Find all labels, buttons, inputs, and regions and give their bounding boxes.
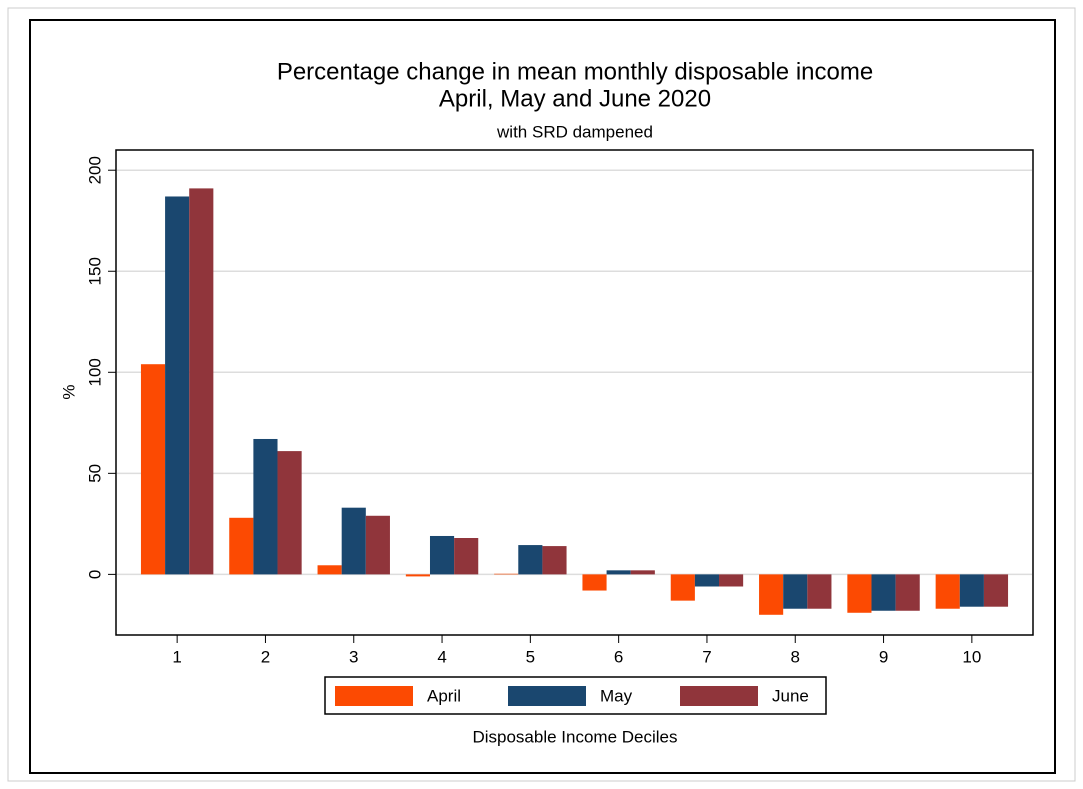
bar (189, 188, 214, 575)
y-tick-label: 200 (85, 156, 104, 184)
bar (405, 574, 430, 577)
bar (759, 574, 784, 615)
bar (895, 574, 920, 611)
bar (365, 515, 390, 575)
bar (341, 507, 366, 575)
bar (518, 545, 543, 575)
bar (783, 574, 808, 609)
bar (847, 574, 872, 613)
x-tick-label: 2 (261, 647, 270, 666)
x-tick-label: 3 (349, 647, 358, 666)
bar (317, 565, 342, 575)
bar (429, 535, 455, 575)
legend-label: April (427, 686, 461, 705)
x-tick-label: 10 (962, 647, 981, 666)
x-tick-label: 5 (526, 647, 535, 666)
y-tick-label: 50 (85, 464, 104, 483)
x-tick-label: 1 (172, 647, 181, 666)
x-tick-label: 4 (437, 647, 446, 666)
bar (719, 574, 744, 587)
legend-swatch (335, 686, 413, 706)
legend-swatch (680, 686, 758, 706)
x-tick-label: 7 (702, 647, 711, 666)
bar (542, 546, 567, 575)
bar (807, 574, 832, 609)
bar (454, 538, 479, 575)
y-tick-label: 150 (85, 257, 104, 285)
bar (494, 573, 519, 575)
chart-title: Percentage change in mean monthly dispos… (277, 58, 873, 85)
bar (606, 570, 631, 575)
legend-label: June (772, 686, 809, 705)
x-tick-label: 9 (879, 647, 888, 666)
y-tick-label: 0 (85, 570, 104, 579)
y-tick-label: 100 (85, 358, 104, 386)
legend-swatch (508, 686, 586, 706)
x-axis-label: Disposable Income Deciles (472, 727, 677, 746)
bar (165, 196, 190, 575)
bar (871, 574, 896, 611)
bar (140, 364, 166, 575)
bar (253, 438, 278, 575)
bar (935, 574, 960, 609)
bar (670, 574, 695, 601)
y-axis-label: % (59, 384, 78, 399)
bar (229, 517, 254, 575)
bar (983, 574, 1009, 607)
bar (694, 574, 720, 587)
bar (277, 451, 302, 575)
outer-frame (7, 7, 1076, 782)
bar (959, 574, 984, 607)
legend-label: May (600, 686, 633, 705)
bar (630, 570, 655, 575)
bar (582, 574, 607, 591)
x-tick-label: 6 (614, 647, 623, 666)
chart-title-line2: April, May and June 2020 (439, 85, 711, 112)
x-tick-label: 8 (791, 647, 800, 666)
chart-subtitle: with SRD dampened (496, 122, 653, 141)
